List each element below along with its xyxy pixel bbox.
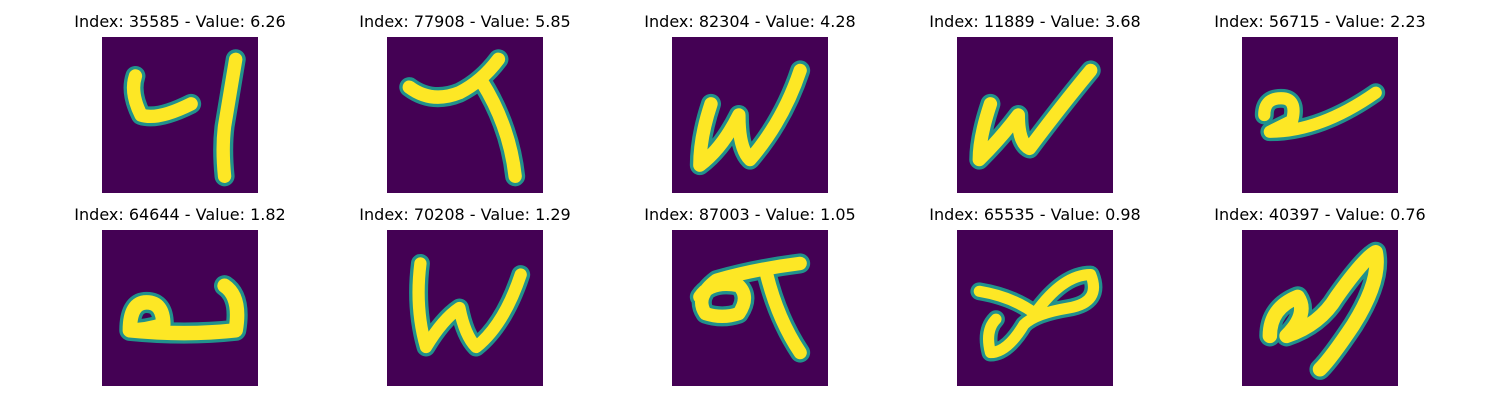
sample-cell: Index: 56715 - Value: 2.23 <box>1170 12 1470 202</box>
sample-cell: Index: 65535 - Value: 0.98 <box>885 205 1185 395</box>
sample-title: Index: 64644 - Value: 1.82 <box>30 205 330 225</box>
sample-title: Index: 40397 - Value: 0.76 <box>1170 205 1470 225</box>
sample-cell: Index: 87003 - Value: 1.05 <box>600 205 900 395</box>
handwritten-glyph <box>102 37 258 193</box>
handwritten-glyph <box>387 37 543 193</box>
sample-title: Index: 11889 - Value: 3.68 <box>885 12 1185 32</box>
sample-cell: Index: 35585 - Value: 6.26 <box>30 12 330 202</box>
sample-title: Index: 35585 - Value: 6.26 <box>30 12 330 32</box>
sample-title: Index: 56715 - Value: 2.23 <box>1170 12 1470 32</box>
sample-image <box>102 230 258 386</box>
handwritten-glyph <box>1242 37 1398 193</box>
sample-cell: Index: 40397 - Value: 0.76 <box>1170 205 1470 395</box>
sample-image <box>1242 37 1398 193</box>
handwritten-glyph <box>102 230 258 386</box>
sample-image <box>387 230 543 386</box>
handwritten-glyph <box>387 230 543 386</box>
sample-cell: Index: 70208 - Value: 1.29 <box>315 205 615 395</box>
handwritten-glyph <box>957 230 1113 386</box>
sample-title: Index: 87003 - Value: 1.05 <box>600 205 900 225</box>
sample-cell: Index: 82304 - Value: 4.28 <box>600 12 900 202</box>
sample-cell: Index: 64644 - Value: 1.82 <box>30 205 330 395</box>
sample-image <box>672 37 828 193</box>
sample-image <box>672 230 828 386</box>
handwritten-glyph <box>957 37 1113 193</box>
sample-title: Index: 70208 - Value: 1.29 <box>315 205 615 225</box>
handwritten-glyph <box>1242 230 1398 386</box>
sample-cell: Index: 77908 - Value: 5.85 <box>315 12 615 202</box>
handwritten-glyph <box>672 37 828 193</box>
sample-title: Index: 82304 - Value: 4.28 <box>600 12 900 32</box>
sample-image <box>1242 230 1398 386</box>
sample-cell: Index: 11889 - Value: 3.68 <box>885 12 1185 202</box>
sample-image <box>957 37 1113 193</box>
handwritten-glyph <box>672 230 828 386</box>
sample-image <box>387 37 543 193</box>
sample-title: Index: 77908 - Value: 5.85 <box>315 12 615 32</box>
sample-image <box>957 230 1113 386</box>
sample-image <box>102 37 258 193</box>
sample-title: Index: 65535 - Value: 0.98 <box>885 205 1185 225</box>
